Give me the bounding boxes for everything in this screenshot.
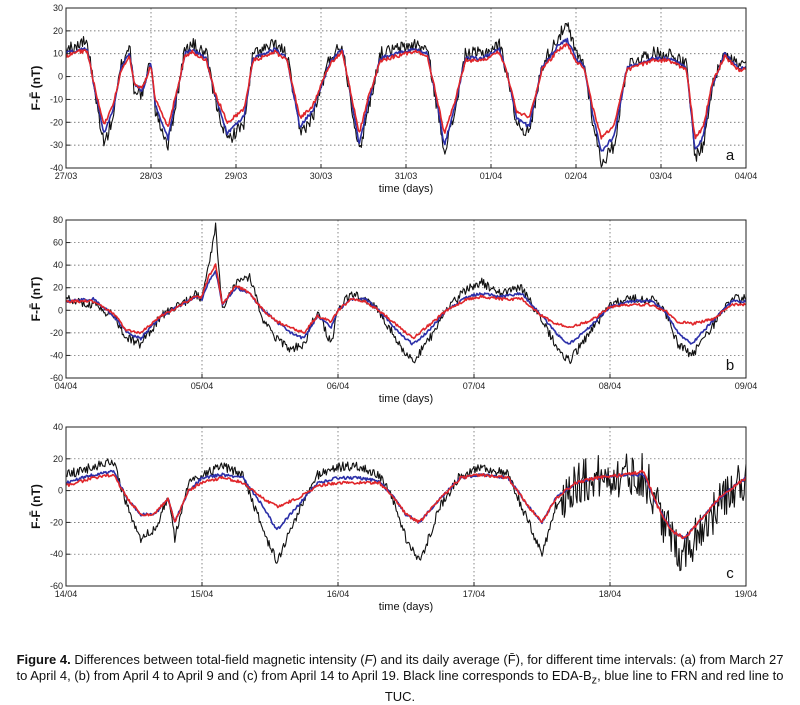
x-tick-label: 01/04 <box>480 171 503 181</box>
x-tick-label: 16/04 <box>327 589 350 599</box>
series-line-3 <box>66 469 746 540</box>
x-tick-label: 19/04 <box>735 589 758 599</box>
x-tick-label: 02/04 <box>565 171 588 181</box>
x-axis-label: time (days) <box>379 183 433 195</box>
y-tick-label: 20 <box>53 454 63 464</box>
y-tick-label: 60 <box>53 238 63 248</box>
y-axis-label: F-F̄ (nT) <box>29 484 43 529</box>
y-tick-label: 10 <box>53 49 63 59</box>
x-tick-label: 18/04 <box>599 589 622 599</box>
plot-frame <box>65 219 747 379</box>
series-line-1 <box>66 222 746 365</box>
x-axis-label: time (days) <box>379 601 433 613</box>
caption-text-1: Differences between total-field magnetic… <box>70 652 365 667</box>
chart-panel-c: -60 -40 -20 0 20 40 14/04 15/04 16/04 17/04 18/04 1… <box>29 422 757 613</box>
x-tick-label: 07/04 <box>463 381 486 391</box>
y-tick-label: 80 <box>53 215 63 225</box>
caption-fbar-symbol: F̄ <box>507 652 516 667</box>
x-tick-label: 31/03 <box>395 171 418 181</box>
x-tick-label: 09/04 <box>735 381 758 391</box>
y-tick-label: -20 <box>50 517 63 527</box>
panel-label: c <box>726 565 734 582</box>
y-tick-label: 20 <box>53 26 63 36</box>
x-tick-label: 06/04 <box>327 381 350 391</box>
x-tick-label: 08/04 <box>599 381 622 391</box>
y-tick-label: -60 <box>50 373 63 383</box>
panel-label: b <box>726 357 734 374</box>
x-tick-label: 03/04 <box>650 171 673 181</box>
y-tick-label: -40 <box>50 549 63 559</box>
x-tick-label: 05/04 <box>191 381 214 391</box>
chart-panel-b: -60 -40 -20 0 20 40 60 80 04/04 05/04 06/04 07/04 08… <box>29 215 757 405</box>
y-tick-label: -30 <box>50 140 63 150</box>
y-tick-label: 0 <box>58 486 63 496</box>
x-tick-label: 27/03 <box>55 171 78 181</box>
y-axis-label: F-F̄ (nT) <box>29 277 43 322</box>
chart-panel-a: -40 -30 -20 -10 0 10 20 30 27/03 28/03 29/03 30/03 3… <box>29 3 757 195</box>
series-line-2 <box>66 37 746 152</box>
series-line-3 <box>66 42 746 140</box>
x-tick-label: 28/03 <box>140 171 163 181</box>
y-tick-label: 20 <box>53 283 63 293</box>
y-tick-label: 0 <box>58 305 63 315</box>
figure-caption: Figure 4. Differences between total-fiel… <box>14 652 786 705</box>
caption-label: Figure 4. <box>16 652 71 667</box>
y-tick-label: -40 <box>50 350 63 360</box>
caption-subscript: z <box>591 674 598 687</box>
y-tick-label: 30 <box>53 3 63 13</box>
y-axis-label: F-F̄ (nT) <box>29 66 43 111</box>
y-tick-label: -20 <box>50 117 63 127</box>
panel-label: a <box>726 147 735 164</box>
y-tick-label: 40 <box>53 422 63 432</box>
caption-text-2: ) and its daily average ( <box>372 652 508 667</box>
series-line-1 <box>66 453 746 572</box>
x-tick-label: 15/04 <box>191 589 214 599</box>
x-tick-label: 04/04 <box>735 171 758 181</box>
y-tick-label: -10 <box>50 94 63 104</box>
x-tick-label: 14/04 <box>55 589 78 599</box>
x-tick-label: 17/04 <box>463 589 486 599</box>
x-axis-label: time (days) <box>379 393 433 405</box>
y-tick-label: -40 <box>50 163 63 173</box>
figure-charts: -40 -30 -20 -10 0 10 20 30 27/03 28/03 29/03 30/03 3… <box>29 3 757 613</box>
caption-text-4: , blue line to FRN and red line to TUC. <box>384 668 784 704</box>
caption-text-3: ), for different time intervals: (a) fro… <box>16 652 784 683</box>
caption-f-symbol: F <box>364 652 373 667</box>
x-tick-label: 29/03 <box>225 171 248 181</box>
x-tick-label: 04/04 <box>55 381 78 391</box>
y-tick-label: -20 <box>50 328 63 338</box>
series-line-3 <box>66 263 746 340</box>
y-tick-label: -60 <box>50 581 63 591</box>
y-tick-label: 0 <box>58 72 63 82</box>
plot-frame <box>65 426 747 587</box>
x-tick-label: 30/03 <box>310 171 333 181</box>
y-tick-label: 40 <box>53 260 63 270</box>
